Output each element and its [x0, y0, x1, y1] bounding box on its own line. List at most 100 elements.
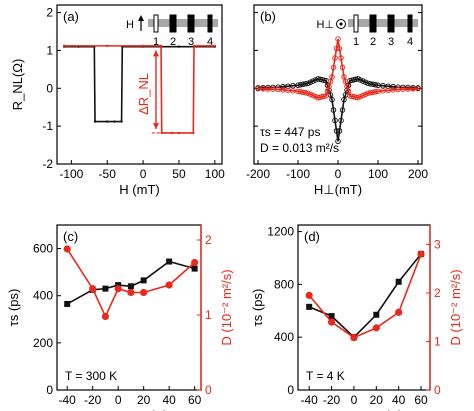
contact-label: 2: [370, 36, 376, 48]
data-point: [297, 89, 304, 95]
x-tick-label: 100: [368, 167, 388, 181]
data-point-square: [127, 283, 134, 290]
y-tick-label: -2: [42, 157, 53, 171]
data-point: [323, 93, 329, 99]
y-tick-label: 800: [274, 277, 294, 291]
x-tick-label: -50: [99, 167, 117, 181]
data-point: [93, 120, 97, 123]
series-line-red: [64, 45, 215, 134]
x-axis-label: Vg-VCNP (V): [90, 408, 167, 411]
x-tick-label: 0: [115, 393, 122, 407]
data-point: [330, 107, 337, 113]
data-point: [326, 83, 332, 90]
contact-3: [387, 14, 395, 33]
contact-label: 4: [207, 36, 213, 48]
panel-label: (a): [63, 9, 79, 24]
x-tick-label: 40: [162, 393, 176, 407]
arrow-head: [153, 123, 159, 130]
data-point-circle: [395, 308, 403, 316]
x-tick-label: -20: [84, 393, 102, 407]
data-point: [329, 74, 335, 80]
y-axis-label: τs (ps): [6, 289, 21, 327]
series-line-black: [66, 260, 195, 305]
data-point: [367, 81, 374, 87]
data-point: [344, 83, 350, 90]
x-tick-label: -40: [301, 393, 319, 407]
channel-bar: [348, 19, 418, 27]
data-point: [335, 138, 341, 145]
data-point: [302, 89, 309, 96]
x-tick-label: -100: [286, 167, 310, 181]
data-point: [357, 93, 364, 100]
panel-label: (b): [260, 9, 276, 24]
data-point-circle: [63, 245, 71, 253]
data-point: [305, 90, 311, 96]
data-point-circle: [165, 281, 173, 289]
data-point: [342, 78, 349, 85]
x-tick-label: 60: [414, 393, 428, 407]
data-point: [297, 82, 304, 88]
x-tick-label: 100: [205, 167, 225, 181]
data-point: [177, 131, 181, 135]
y2-axis-label: D (10⁻² m²/s): [448, 269, 463, 345]
plot-frame: [297, 224, 431, 391]
data-point: [329, 96, 335, 103]
x-tick-label: -100: [59, 167, 83, 181]
data-point: [360, 92, 366, 99]
contact-2: [369, 14, 377, 33]
data-point: [300, 89, 306, 96]
contact-1: [353, 14, 359, 33]
data-point: [355, 94, 361, 101]
data-point: [372, 89, 379, 95]
data-point: [192, 44, 196, 48]
x-axis-label: H (mT): [119, 182, 159, 197]
d-note: D = 0.013 m²/s: [260, 141, 339, 155]
data-point-circle: [372, 324, 380, 332]
series-line-black: [257, 77, 419, 142]
data-point: [339, 64, 346, 71]
data-point: [310, 92, 316, 99]
y2-tick-label: 3: [434, 237, 441, 251]
data-point: [141, 44, 145, 48]
contact-label: 1: [153, 36, 159, 48]
y2-axis-label: D (10⁻² m²/s): [219, 269, 234, 345]
contact-2: [169, 14, 177, 33]
data-point: [339, 107, 346, 113]
data-point-square: [395, 278, 402, 285]
y2-tick-label: 0: [205, 383, 212, 397]
series-line-black: [308, 253, 422, 339]
data-point: [192, 131, 195, 135]
data-point-circle: [350, 333, 358, 342]
data-point-circle: [140, 288, 148, 297]
y-tick-label: 0: [46, 383, 53, 397]
data-point: [159, 44, 163, 48]
data-point-square: [115, 282, 122, 289]
data-point-circle: [417, 250, 425, 258]
data-point: [330, 64, 337, 71]
contact-label: 4: [407, 36, 413, 48]
series-line-red: [66, 248, 196, 319]
data-point-square: [64, 300, 71, 307]
x-tick-label: 200: [408, 167, 428, 181]
y-tick-label: 400: [33, 289, 53, 303]
y-tick-label: -1: [42, 119, 53, 133]
arrow-head: [153, 50, 159, 57]
data-point: [120, 120, 123, 123]
data-point: [365, 80, 371, 87]
data-point-circle: [114, 285, 122, 293]
data-point: [372, 82, 379, 88]
data-point: [360, 78, 366, 84]
y2-tick-label: 0: [434, 383, 441, 397]
data-point-circle: [191, 258, 199, 267]
temperature-note: T = 300 K: [65, 369, 117, 383]
data-point: [310, 78, 316, 84]
x-tick-label: 20: [137, 393, 151, 407]
panel-3: -40 -20 0 20 40 60 0 400 800 1200 0 1 2 3 (d) T = 4 K Vg…: [250, 224, 463, 411]
x-tick-label: 0: [351, 393, 358, 407]
contact-1: [153, 14, 159, 33]
data-point: [336, 128, 343, 134]
tau-note: τs = 447 ps: [260, 125, 320, 139]
contact-label: 3: [388, 36, 394, 48]
